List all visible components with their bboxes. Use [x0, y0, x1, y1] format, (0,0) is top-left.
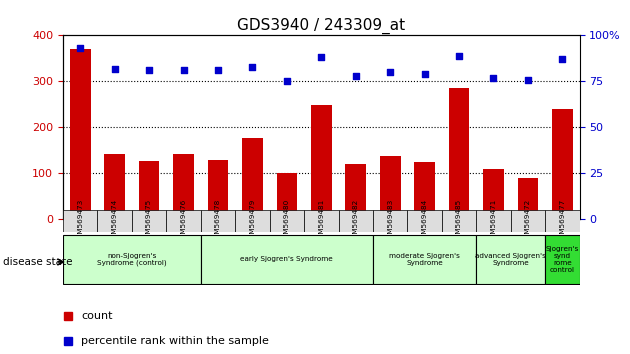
Point — [523, 77, 533, 82]
Text: moderate Sjogren's
Syndrome: moderate Sjogren's Syndrome — [389, 253, 460, 266]
Text: GSM569484: GSM569484 — [421, 199, 428, 243]
Point — [178, 68, 188, 73]
Text: GSM569476: GSM569476 — [181, 199, 186, 243]
Point — [144, 68, 154, 73]
Bar — [139, 161, 159, 219]
Bar — [345, 164, 366, 219]
Bar — [311, 105, 331, 219]
FancyBboxPatch shape — [545, 210, 580, 232]
FancyBboxPatch shape — [338, 210, 373, 232]
FancyBboxPatch shape — [511, 210, 545, 232]
FancyBboxPatch shape — [235, 210, 270, 232]
FancyBboxPatch shape — [476, 235, 545, 284]
Text: GSM569477: GSM569477 — [559, 199, 565, 243]
Text: GSM569482: GSM569482 — [353, 199, 358, 243]
Bar — [380, 156, 401, 219]
Bar — [552, 109, 573, 219]
Point — [454, 53, 464, 58]
Text: GSM569474: GSM569474 — [112, 199, 118, 243]
Text: count: count — [81, 311, 113, 321]
FancyBboxPatch shape — [373, 235, 476, 284]
FancyBboxPatch shape — [442, 210, 476, 232]
FancyBboxPatch shape — [545, 235, 580, 284]
Point — [316, 55, 326, 60]
FancyBboxPatch shape — [63, 210, 98, 232]
Text: percentile rank within the sample: percentile rank within the sample — [81, 336, 269, 346]
FancyBboxPatch shape — [132, 210, 166, 232]
Point — [420, 71, 430, 77]
Bar — [449, 88, 469, 219]
FancyBboxPatch shape — [166, 210, 201, 232]
Point — [282, 79, 292, 84]
Text: Sjogren's
synd
rome
control: Sjogren's synd rome control — [546, 246, 579, 273]
Bar — [518, 178, 538, 219]
Text: advanced Sjogren's
Syndrome: advanced Sjogren's Syndrome — [475, 253, 546, 266]
Bar — [242, 138, 263, 219]
Text: disease state: disease state — [3, 257, 72, 267]
Text: GSM569485: GSM569485 — [456, 199, 462, 243]
Point — [385, 69, 395, 75]
Text: early Sjogren's Syndrome: early Sjogren's Syndrome — [241, 256, 333, 262]
Text: GSM569481: GSM569481 — [318, 199, 324, 243]
Point — [75, 45, 85, 51]
FancyBboxPatch shape — [63, 235, 201, 284]
Bar — [277, 173, 297, 219]
Point — [248, 64, 258, 69]
Point — [351, 73, 361, 79]
FancyBboxPatch shape — [201, 210, 235, 232]
FancyBboxPatch shape — [476, 210, 511, 232]
Text: GSM569473: GSM569473 — [77, 199, 83, 243]
Point — [213, 68, 223, 73]
FancyBboxPatch shape — [270, 210, 304, 232]
Text: GSM569479: GSM569479 — [249, 199, 255, 243]
FancyBboxPatch shape — [201, 235, 373, 284]
Text: non-Sjogren's
Syndrome (control): non-Sjogren's Syndrome (control) — [97, 252, 167, 266]
Point — [558, 57, 568, 62]
Bar — [208, 160, 228, 219]
Bar — [415, 162, 435, 219]
Bar — [173, 154, 194, 219]
FancyBboxPatch shape — [98, 210, 132, 232]
Bar — [105, 154, 125, 219]
Text: GSM569471: GSM569471 — [491, 199, 496, 243]
Bar — [483, 169, 504, 219]
Text: GSM569478: GSM569478 — [215, 199, 221, 243]
Text: GSM569472: GSM569472 — [525, 199, 531, 243]
Text: GSM569475: GSM569475 — [146, 199, 152, 243]
Text: GSM569480: GSM569480 — [284, 199, 290, 243]
Point — [488, 75, 498, 81]
Text: GSM569483: GSM569483 — [387, 199, 393, 243]
Point — [110, 66, 120, 72]
FancyBboxPatch shape — [373, 210, 408, 232]
Bar — [70, 49, 91, 219]
FancyBboxPatch shape — [408, 210, 442, 232]
Title: GDS3940 / 243309_at: GDS3940 / 243309_at — [238, 18, 405, 34]
FancyBboxPatch shape — [304, 210, 338, 232]
